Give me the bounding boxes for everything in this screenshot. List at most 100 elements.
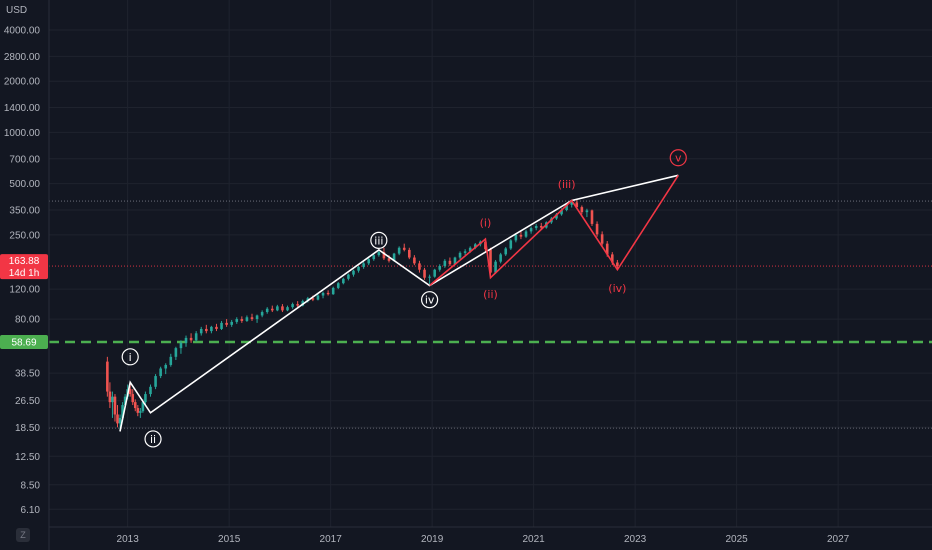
candle [504, 247, 508, 256]
wave-label-text: (iii) [558, 178, 576, 191]
time-tick-label: 2027 [827, 534, 850, 545]
candle-body [311, 298, 315, 300]
candle [265, 307, 269, 314]
candle-body [605, 243, 609, 255]
candle-body [136, 408, 140, 413]
candle-body [555, 214, 558, 219]
candle-body [141, 402, 145, 412]
price-tick-label: 26.50 [15, 396, 40, 407]
candle-body [458, 252, 462, 258]
candle-body [595, 223, 599, 235]
wave-label-text: iii [374, 234, 383, 247]
candle [159, 366, 162, 379]
candle [377, 249, 381, 257]
candle [600, 231, 604, 246]
candle [111, 391, 114, 418]
candle [255, 314, 259, 323]
price-tick-label: 80.00 [15, 315, 40, 326]
candle-body [402, 247, 406, 250]
candle [131, 389, 135, 406]
price-tick-label: 4000.00 [4, 25, 41, 36]
candle [428, 274, 431, 286]
candle-body [336, 283, 340, 288]
price-tick-label: 6.10 [21, 505, 41, 516]
candle-body [113, 396, 117, 415]
candle-body [529, 228, 533, 232]
time-tick-label: 2023 [624, 534, 647, 545]
candle-body [326, 292, 330, 295]
candle [524, 229, 528, 238]
wave-label: (iii) [558, 178, 576, 191]
candle [220, 320, 223, 331]
candle [336, 282, 340, 290]
candle-body [194, 333, 198, 341]
candle [230, 320, 233, 327]
candle [108, 382, 112, 409]
time-tick-label: 2015 [218, 534, 241, 545]
candle-body [205, 328, 208, 332]
candle-body [235, 319, 239, 322]
support-level-value: 58.69 [11, 337, 36, 348]
candle [342, 277, 345, 285]
candle-body [245, 317, 249, 321]
candle-body [600, 234, 604, 244]
candle-body [484, 241, 487, 250]
candle-body [179, 342, 183, 349]
candle [580, 205, 584, 215]
candle-body [443, 260, 447, 267]
price-tick-label: 120.00 [9, 285, 40, 296]
candle-body [342, 278, 345, 284]
price-axis[interactable]: 4000.00 2800.00 2000.00 1400.00 1000.00 700.0… [4, 25, 41, 515]
wave-label-circle [669, 149, 687, 167]
candle [362, 261, 365, 269]
candle [499, 252, 502, 264]
candle-body [423, 269, 426, 278]
candle-body [240, 319, 244, 321]
candle-body [106, 361, 109, 392]
time-tick-label: 2021 [523, 534, 546, 545]
candle [136, 405, 140, 417]
wave-lines [119, 174, 679, 432]
candle [458, 251, 462, 260]
candle-body [489, 249, 492, 273]
candle [205, 324, 208, 334]
candle-body [468, 247, 472, 252]
candle-body [154, 376, 157, 387]
wave-label-text: ii [150, 433, 156, 446]
candle [413, 255, 416, 266]
candle [494, 259, 497, 274]
candle-body [560, 210, 563, 215]
candle [276, 304, 279, 312]
candle-body [225, 322, 228, 325]
candle-body [149, 386, 152, 395]
wave-label: (ii) [483, 288, 498, 301]
candle [372, 253, 376, 261]
candle [113, 394, 117, 422]
candle [225, 319, 228, 327]
candle [585, 208, 589, 218]
wave-label-circle [370, 231, 388, 249]
candle-body [428, 276, 431, 278]
candle-body [408, 249, 411, 258]
candle-body [494, 261, 497, 273]
candle-body [199, 328, 203, 334]
candle [139, 408, 142, 418]
wave-label: ii [144, 430, 162, 448]
auto-scale-button[interactable]: Z [16, 528, 30, 542]
candle [149, 384, 152, 397]
candle-body [418, 263, 421, 270]
time-tick-label: 2017 [320, 534, 343, 545]
candle [443, 259, 447, 268]
time-axis[interactable]: 2013 2015 2017 2019 2021 2023 2025 2027 [117, 534, 850, 545]
candle [590, 209, 594, 226]
candle [529, 226, 533, 234]
time-tick-label: 2025 [725, 534, 748, 545]
price-tick-label: 18.50 [15, 423, 40, 434]
candle [235, 317, 239, 324]
candle-body [215, 326, 218, 329]
currency-label: USD [6, 5, 27, 16]
wave-label: i [121, 348, 139, 366]
candle [210, 325, 213, 334]
